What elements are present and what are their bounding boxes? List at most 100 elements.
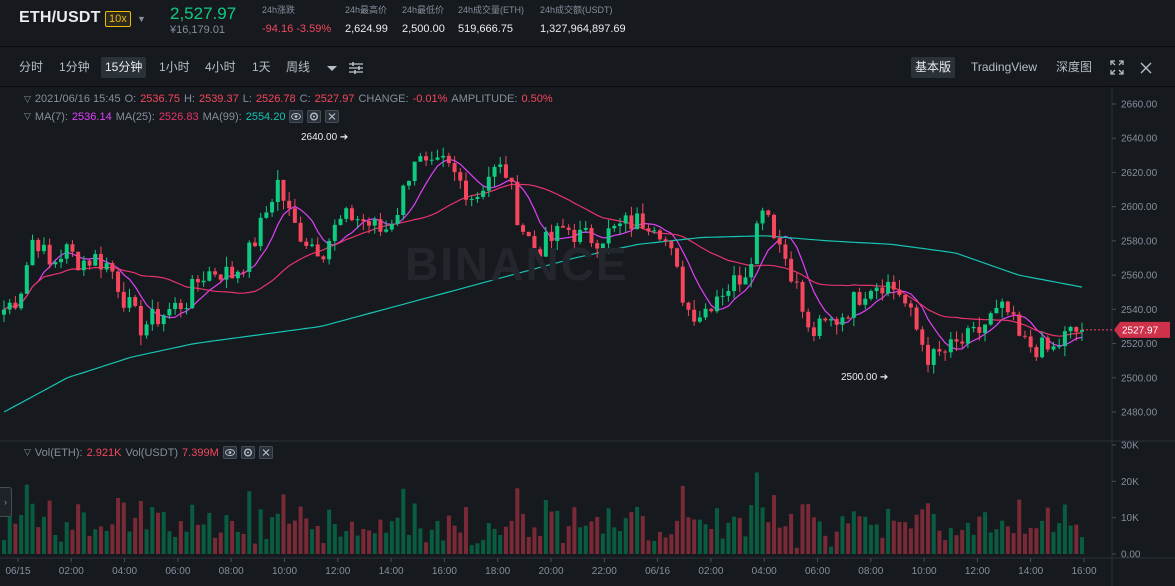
collapse-arrow-icon[interactable]: ▽ bbox=[24, 93, 31, 104]
candle-body bbox=[446, 155, 451, 164]
vol-eth-value: 2.921K bbox=[86, 446, 122, 459]
last-price: 2,527.97 bbox=[170, 4, 237, 23]
candle-body bbox=[863, 298, 868, 305]
last-price-cny: ¥16,179.01 bbox=[170, 24, 226, 36]
volume-bar bbox=[1000, 520, 1005, 554]
candle-body bbox=[275, 179, 280, 203]
candle-body bbox=[749, 264, 754, 278]
volume-bar bbox=[697, 519, 702, 554]
candle-body bbox=[30, 239, 35, 266]
open-label: O: bbox=[124, 93, 137, 105]
candle-body bbox=[903, 294, 908, 304]
collapse-arrow-icon[interactable]: ▽ bbox=[24, 111, 31, 121]
stat-24h-change: 24h涨跌 -94.16 -3.59% bbox=[262, 5, 331, 35]
stat-label: 24h最低价 bbox=[402, 5, 445, 15]
candle-body bbox=[19, 293, 24, 309]
volume-bar bbox=[503, 526, 508, 554]
chart-toolbar: 分时 1分钟 15分钟 1小时 4小时 1天 周线 基本版 TradingVie… bbox=[0, 47, 1175, 87]
symbol-title[interactable]: ETH/USDT bbox=[19, 9, 101, 26]
candle-body bbox=[321, 256, 326, 260]
interval-1d[interactable]: 1天 bbox=[252, 60, 271, 74]
candle-body bbox=[389, 223, 394, 230]
close-icon[interactable] bbox=[258, 446, 273, 459]
volume-bar bbox=[965, 522, 970, 554]
candle-body bbox=[429, 159, 434, 161]
chevron-down-icon[interactable] bbox=[322, 57, 342, 78]
interval-1h[interactable]: 1小时 bbox=[159, 60, 190, 74]
volume-bar bbox=[783, 526, 788, 554]
candle-body bbox=[846, 317, 851, 319]
candle-body bbox=[965, 328, 970, 344]
volume-bar bbox=[612, 527, 617, 554]
candle-body bbox=[315, 244, 320, 257]
volume-tick-label: 20K bbox=[1121, 477, 1139, 488]
candle-body bbox=[663, 239, 668, 242]
candle-body bbox=[766, 210, 771, 215]
collapse-arrow-icon[interactable]: ▽ bbox=[24, 447, 31, 457]
volume-bar bbox=[1057, 523, 1062, 554]
volume-bar bbox=[230, 521, 235, 554]
stat-value: -94.16 -3.59% bbox=[262, 23, 332, 35]
volume-bar bbox=[76, 504, 81, 554]
settings-sliders-icon[interactable] bbox=[346, 57, 366, 78]
time-tick-label: 04:00 bbox=[112, 566, 137, 577]
volume-bar bbox=[1062, 504, 1067, 554]
candle-body bbox=[1068, 326, 1073, 332]
stat-24h-turnover: 24h成交额(USDT) 1,327,964,897.69 bbox=[540, 5, 626, 35]
candle-body bbox=[110, 263, 115, 272]
interval-15m[interactable]: 15分钟 bbox=[101, 57, 147, 78]
volume-bar bbox=[389, 521, 394, 554]
interval-1m[interactable]: 1分钟 bbox=[59, 60, 90, 74]
volume-bar bbox=[24, 484, 29, 554]
view-basic[interactable]: 基本版 bbox=[911, 57, 956, 78]
candle-body bbox=[355, 219, 360, 221]
kline-chart-canvas[interactable]: 2660.00 2640.00 2620.00 2600.00 2580.00 2560.… bbox=[0, 87, 1175, 586]
volume-bar bbox=[994, 529, 999, 554]
stat-label: 24h成交额(USDT) bbox=[540, 5, 613, 15]
candle-body bbox=[1005, 301, 1010, 313]
candle-body bbox=[618, 223, 622, 226]
time-tick-label: 18:00 bbox=[485, 566, 510, 577]
candle-body bbox=[486, 176, 491, 191]
volume-bar bbox=[983, 512, 988, 554]
candle-body bbox=[258, 217, 263, 247]
volume-bar bbox=[156, 512, 160, 554]
interval-4h[interactable]: 4小时 bbox=[205, 60, 236, 74]
candle-body bbox=[41, 244, 46, 252]
candle-body bbox=[948, 339, 953, 353]
close-icon[interactable] bbox=[1136, 57, 1156, 78]
interval-time[interactable]: 分时 bbox=[19, 60, 44, 74]
panel-expand-button[interactable]: › bbox=[0, 487, 12, 517]
volume-bar bbox=[960, 529, 965, 554]
volume-bar bbox=[190, 504, 195, 554]
volume-bar bbox=[886, 508, 891, 554]
stat-value: 2,624.99 bbox=[345, 23, 388, 35]
view-depth[interactable]: 深度图 bbox=[1056, 60, 1093, 74]
view-tradingview[interactable]: TradingView bbox=[971, 60, 1038, 74]
kline-chart[interactable]: 2660.00 2640.00 2620.00 2600.00 2580.00 2560.… bbox=[0, 87, 1175, 586]
candle-body bbox=[926, 344, 930, 365]
candle-body bbox=[207, 271, 212, 281]
eye-icon[interactable] bbox=[222, 446, 237, 459]
candle-body bbox=[441, 155, 446, 158]
volume-bar bbox=[743, 536, 748, 554]
eye-icon[interactable] bbox=[289, 110, 304, 123]
close-icon[interactable] bbox=[325, 110, 340, 123]
candle-body bbox=[464, 180, 468, 200]
candle-body bbox=[13, 302, 18, 309]
chevron-down-icon[interactable]: ▼ bbox=[137, 14, 146, 24]
time-tick-label: 20:00 bbox=[538, 566, 563, 577]
candle-body bbox=[868, 291, 873, 299]
interval-1w[interactable]: 周线 bbox=[286, 60, 311, 74]
volume-bar bbox=[737, 517, 742, 554]
candle-body bbox=[983, 324, 988, 333]
volume-bar bbox=[789, 513, 794, 554]
expand-icon[interactable] bbox=[1107, 57, 1127, 78]
volume-bar bbox=[760, 507, 765, 554]
candle-body bbox=[640, 213, 645, 229]
candle-body bbox=[543, 231, 548, 257]
gear-icon[interactable] bbox=[307, 110, 322, 123]
candle-body bbox=[515, 181, 520, 226]
volume-bar bbox=[851, 511, 856, 554]
gear-icon[interactable] bbox=[240, 446, 255, 459]
